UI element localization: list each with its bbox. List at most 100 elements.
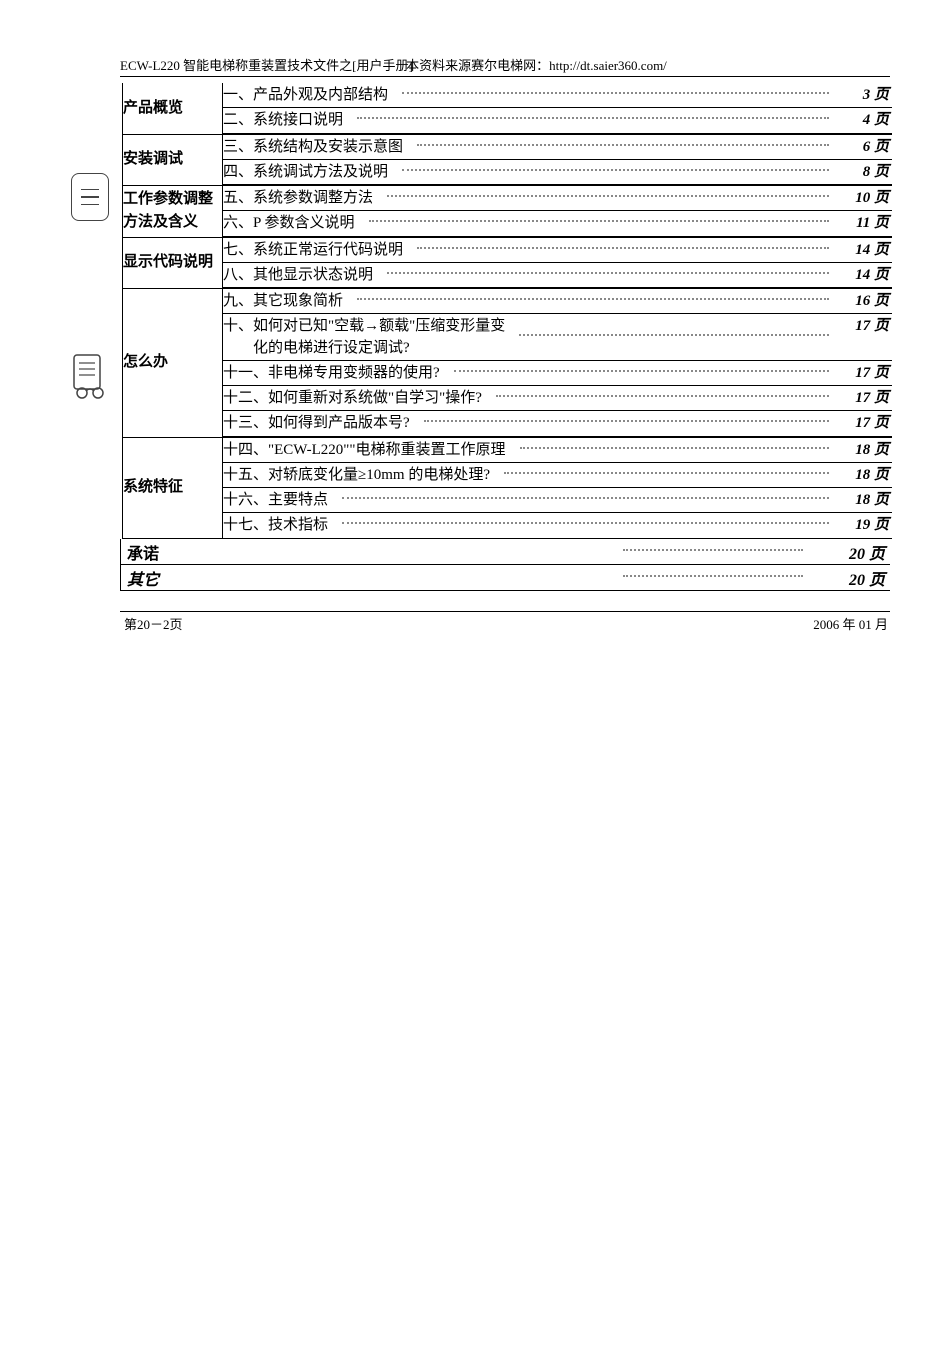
section-name-cell: 系统特征 xyxy=(123,437,223,539)
section-name-cell: 显示代码说明 xyxy=(123,237,223,289)
entry-label: 十四、"ECW-L220""电梯称重装置工作原理 xyxy=(223,439,506,462)
entry-page: 14 页 xyxy=(837,239,892,262)
entry-label: 十一、非电梯专用变频器的使用? xyxy=(223,362,440,385)
entries-cell: 一、产品外观及内部结构 3 页二、系统接口说明4 页 xyxy=(223,83,893,134)
toc-tail-row: 其它20 页 xyxy=(120,565,890,591)
entry-page: 8 页 xyxy=(837,161,892,184)
entry-label: 十、如何对已知"空载→额载"压缩变形量变 化的电梯进行设定调试? xyxy=(223,316,505,360)
leader-dots xyxy=(417,144,829,146)
watermark-text: 本资料来源赛尔电梯网：http://dt.saier360.com/ xyxy=(406,58,667,73)
entry-page: 3 页 xyxy=(837,84,892,107)
entry-label: 十五、对轿底变化量≥10mm 的电梯处理? xyxy=(223,464,490,487)
entry-page: 17 页 xyxy=(837,387,892,410)
toc-entry: 十六、主要特点 18 页 xyxy=(223,488,892,513)
entry-page: 18 页 xyxy=(837,489,892,512)
entry-label: 九、其它现象简析 xyxy=(223,290,343,313)
footer-date: 2006 年 01 月 xyxy=(813,614,888,633)
leader-dots xyxy=(424,420,829,422)
section-name-cell: 安装调试 xyxy=(123,134,223,186)
toc-entry: 四、系统调试方法及说明 8 页 xyxy=(223,160,892,185)
entries-cell: 七、系统正常运行代码说明 14 页八、其他显示状态说明14 页 xyxy=(223,237,893,289)
document-page: ECW-L220 智能电梯称重装置技术文件之[用户手册] 本资料来源赛尔电梯网：… xyxy=(0,0,950,633)
entry-page: 6 页 xyxy=(837,136,892,159)
toc-entry: 六、P 参数含义说明 11 页 xyxy=(223,211,892,236)
toc-entry: 五、系统参数调整方法 10 页 xyxy=(223,186,892,211)
entry-page: 14 页 xyxy=(837,264,892,287)
leader-dots xyxy=(496,395,829,397)
toc-entry: 十三、如何得到产品版本号?17 页 xyxy=(223,411,892,436)
entries-cell: 九、其它现象简析16 页十、如何对已知"空载→额载"压缩变形量变 化的电梯进行设… xyxy=(223,289,893,438)
leader-dots xyxy=(402,92,829,94)
entry-label: 五、系统参数调整方法 xyxy=(223,187,373,210)
entry-label: 三、系统结构及安装示意图 xyxy=(223,136,403,159)
entry-page: 10 页 xyxy=(837,187,892,210)
toc-section-row: 工作参数调整方法及含义五、系统参数调整方法10 页六、P 参数含义说明11 页 xyxy=(123,186,893,238)
toc-container: 产品概览一、产品外观及内部结构 3 页二、系统接口说明4 页安装调试三、系统结构及… xyxy=(120,83,890,591)
entries-cell: 五、系统参数调整方法 10 页六、P 参数含义说明 11 页 xyxy=(223,186,893,238)
entry-page: 18 页 xyxy=(837,439,892,462)
leader-dots xyxy=(387,272,829,274)
toc-entry: 十四、"ECW-L220""电梯称重装置工作原理 18 页 xyxy=(223,438,892,463)
tail-section-name: 承诺 xyxy=(127,540,227,564)
leader-dots xyxy=(402,169,829,171)
toc-entry: 十、如何对已知"空载→额载"压缩变形量变 化的电梯进行设定调试? 17 页 xyxy=(223,314,892,361)
toc-entry: 二、系统接口说明4 页 xyxy=(223,108,892,133)
leader-dots xyxy=(504,472,829,474)
entry-label: 六、P 参数含义说明 xyxy=(223,212,355,235)
entry-label: 十六、主要特点 xyxy=(223,489,328,512)
leader-dots xyxy=(520,447,829,449)
section-name: 工作参数调整 xyxy=(123,191,213,207)
entry-page: 19 页 xyxy=(837,514,892,537)
toc-entry: 八、其他显示状态说明14 页 xyxy=(223,263,892,288)
toc-entry: 七、系统正常运行代码说明 14 页 xyxy=(223,238,892,263)
toc-section-row: 系统特征十四、"ECW-L220""电梯称重装置工作原理18 页十五、对轿底变化… xyxy=(123,437,893,539)
toc-section-row: 怎么办九、其它现象简析16 页十、如何对已知"空载→额载"压缩变形量变 化的电梯… xyxy=(123,289,893,438)
toc-entry: 三、系统结构及安装示意图 6 页 xyxy=(223,135,892,160)
leader-dots xyxy=(342,497,829,499)
section-name-cell: 怎么办 xyxy=(123,289,223,438)
entry-page: 20 页 xyxy=(833,540,888,564)
entry-label: 十二、如何重新对系统做"自学习"操作? xyxy=(223,387,482,410)
leader-dots xyxy=(342,522,829,524)
toc-entry: 十一、非电梯专用变频器的使用?17 页 xyxy=(223,361,892,386)
section-name-cont: 方法及含义 xyxy=(123,214,198,230)
entry-label: 七、系统正常运行代码说明 xyxy=(223,239,403,262)
leader-dots xyxy=(454,370,829,372)
entry-page: 18 页 xyxy=(837,464,892,487)
section-name-cell: 产品概览 xyxy=(123,83,223,134)
leader-dots xyxy=(623,575,803,577)
leader-dots xyxy=(369,220,829,222)
leader-dots xyxy=(623,549,803,551)
entry-page: 11 页 xyxy=(837,212,892,235)
entry-page: 17 页 xyxy=(837,412,892,435)
entry-label: 一、产品外观及内部结构 xyxy=(223,84,388,107)
entries-cell: 三、系统结构及安装示意图 6 页四、系统调试方法及说明 8 页 xyxy=(223,134,893,186)
leader-dots xyxy=(417,247,829,249)
entry-label: 四、系统调试方法及说明 xyxy=(223,161,388,184)
toc-table: 产品概览一、产品外观及内部结构 3 页二、系统接口说明4 页安装调试三、系统结构及… xyxy=(122,83,892,539)
entry-page: 20 页 xyxy=(833,566,888,590)
entry-label: 二、系统接口说明 xyxy=(223,109,343,132)
side-icon-column xyxy=(60,83,120,401)
toc-section-row: 安装调试三、系统结构及安装示意图 6 页四、系统调试方法及说明 8 页 xyxy=(123,134,893,186)
leader-dots xyxy=(387,195,829,197)
leader-dots xyxy=(357,117,829,119)
entry-label: 十七、技术指标 xyxy=(223,514,328,537)
page-header: ECW-L220 智能电梯称重装置技术文件之[用户手册] 本资料来源赛尔电梯网：… xyxy=(120,55,890,77)
toc-tail-row: 承诺 20 页 xyxy=(120,539,890,565)
catalog-icon xyxy=(68,351,112,401)
toc-section-row: 产品概览一、产品外观及内部结构 3 页二、系统接口说明4 页 xyxy=(123,83,893,134)
section-name-cell: 工作参数调整方法及含义 xyxy=(123,186,223,238)
page-footer: 第20－2页 2006 年 01 月 xyxy=(120,611,890,633)
doc-title: ECW-L220 智能电梯称重装置技术文件之[用户手册] xyxy=(120,58,413,73)
toc-entry: 十二、如何重新对系统做"自学习"操作? 17 页 xyxy=(223,386,892,411)
entry-page: 16 页 xyxy=(837,290,892,313)
toc-entry: 九、其它现象简析 16 页 xyxy=(223,289,892,314)
list-icon xyxy=(71,173,109,221)
toc-entry: 一、产品外观及内部结构 3 页 xyxy=(223,83,892,108)
entry-page: 17 页 xyxy=(837,315,892,338)
leader-dots xyxy=(519,334,829,336)
content-area: 产品概览一、产品外观及内部结构 3 页二、系统接口说明4 页安装调试三、系统结构及… xyxy=(60,83,890,591)
entries-cell: 十四、"ECW-L220""电梯称重装置工作原理18 页十五、对轿底变化量≥10… xyxy=(223,437,893,539)
toc-entry: 十五、对轿底变化量≥10mm 的电梯处理? 18 页 xyxy=(223,463,892,488)
